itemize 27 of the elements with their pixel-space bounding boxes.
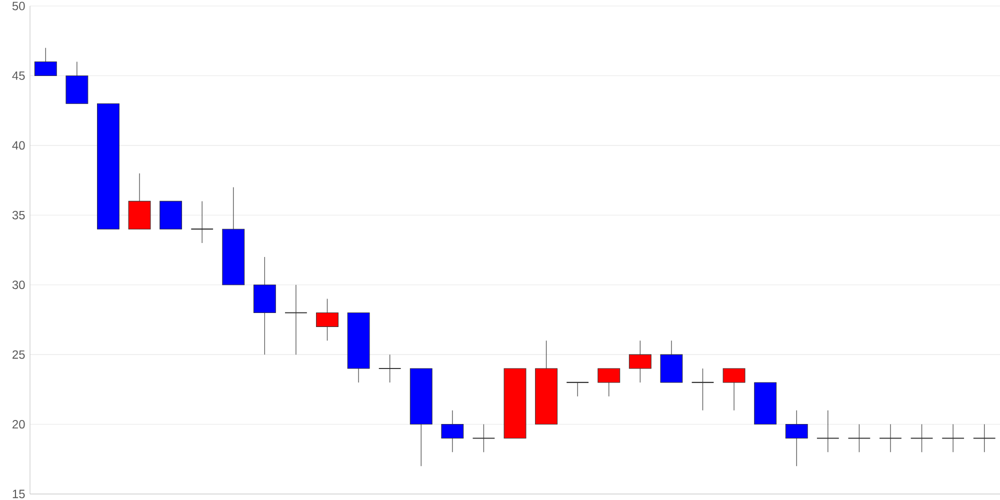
candlestick	[566, 382, 590, 397]
candlestick	[628, 340, 652, 383]
y-tick-label: 15	[12, 490, 25, 498]
y-tick-label: 35	[12, 210, 25, 220]
candlestick	[722, 368, 746, 411]
candlestick	[441, 410, 464, 453]
candlestick	[598, 368, 620, 397]
candlestick	[910, 424, 934, 453]
candlestick	[190, 200, 214, 244]
candlestick	[972, 424, 996, 453]
candlestick	[472, 424, 496, 453]
candlestick	[785, 410, 808, 466]
y-tick-label: 40	[12, 141, 25, 150]
candlestick	[879, 424, 902, 453]
candlestick	[942, 424, 965, 453]
candlestick	[816, 410, 840, 453]
candlestick	[316, 298, 338, 341]
y-tick-label: 20	[12, 420, 25, 429]
y-tick-label: 50	[12, 2, 25, 10]
candlestick	[378, 354, 402, 383]
y-tick-label: 30	[12, 280, 25, 290]
candlestick	[284, 284, 308, 355]
candlestick	[848, 424, 871, 453]
candlestick	[691, 368, 714, 411]
y-tick-label: 45	[12, 72, 25, 80]
candlestick	[34, 47, 57, 76]
y-tick-label: 25	[12, 350, 25, 359]
